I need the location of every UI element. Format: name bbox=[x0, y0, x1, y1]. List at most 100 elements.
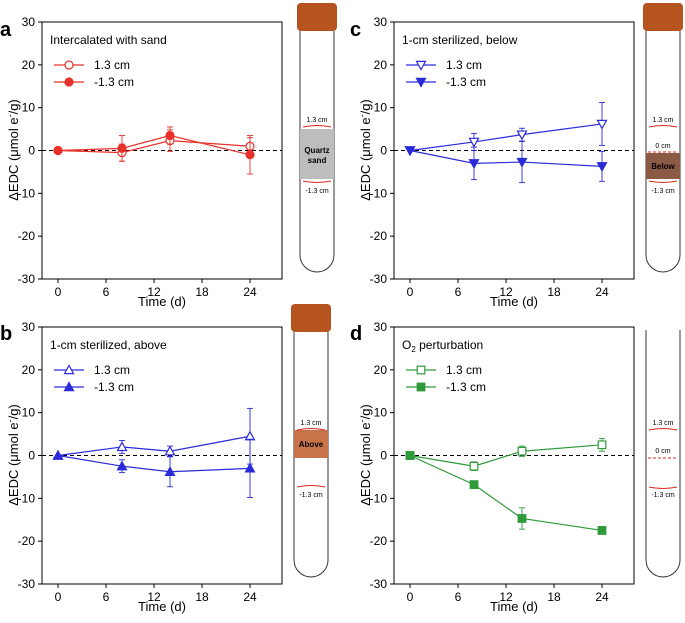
x-tick-label-c: 6 bbox=[455, 285, 462, 299]
data-point-b-1 bbox=[244, 462, 256, 473]
y-tick-label-b: -20 bbox=[18, 534, 36, 548]
y-tick-label-d: -10 bbox=[370, 491, 388, 505]
y-tick-label-b: -30 bbox=[18, 577, 36, 591]
tube-a: Quartz sand 1.3 cm -1.3 cm bbox=[297, 3, 337, 273]
tube-top-mark-d bbox=[648, 428, 678, 431]
tube-bottom-mark-b bbox=[296, 485, 326, 488]
x-tick-label-a: 6 bbox=[103, 285, 110, 299]
tube-c: Below 1.3 cm 0 cm -1.3 cm bbox=[643, 3, 683, 273]
data-point-d-0 bbox=[597, 440, 607, 450]
tube-band-c bbox=[646, 153, 680, 179]
legend-marker-c-1 bbox=[415, 77, 427, 88]
tube-band-a bbox=[300, 129, 334, 179]
series-line-b-0 bbox=[57, 435, 251, 457]
y-tick-label-c: 30 bbox=[374, 15, 388, 29]
tube-band-b bbox=[294, 430, 328, 458]
y-tick-label-c: 0 bbox=[380, 144, 387, 158]
tube-top-label-d: 1.3 cm bbox=[652, 420, 673, 427]
tube-top-label-b: 1.3 cm bbox=[300, 420, 321, 427]
y-tick-label-c: -20 bbox=[370, 229, 388, 243]
data-point-c-1 bbox=[404, 146, 416, 157]
y-tick-label-c: -10 bbox=[370, 186, 388, 200]
x-axis-label-a: Time (d) bbox=[138, 294, 186, 309]
data-point-a-1 bbox=[53, 145, 63, 156]
legend-label-b-0: 1.3 cm bbox=[94, 363, 130, 377]
y-tick-label-b: -10 bbox=[18, 491, 36, 505]
tube-body-d bbox=[645, 330, 681, 578]
tube-top-mark-b bbox=[296, 428, 326, 431]
x-tick-label-d: 18 bbox=[547, 590, 561, 604]
x-tick-label-b: 0 bbox=[55, 590, 62, 604]
x-tick-label-b: 24 bbox=[243, 590, 257, 604]
legend-marker-a-1 bbox=[64, 77, 74, 87]
tube-bottom-label-a: -1.3 cm bbox=[305, 188, 329, 195]
y-tick-label-a: 10 bbox=[22, 101, 36, 115]
tube-b: Above 1.3 cm -1.3 cm bbox=[291, 304, 331, 578]
legend-marker-d-1 bbox=[416, 382, 426, 392]
y-tick-label-d: 10 bbox=[374, 406, 388, 420]
data-point-c-0 bbox=[596, 119, 608, 130]
x-tick-label-b: 18 bbox=[195, 590, 209, 604]
tube-cap-a bbox=[297, 3, 337, 31]
chart-title-a: Intercalated with sand bbox=[50, 33, 167, 47]
x-tick-label-c: 0 bbox=[407, 285, 414, 299]
chart-title-d: O2 perturbation bbox=[402, 338, 483, 354]
data-point-a-1 bbox=[117, 143, 127, 153]
plot-area-c: -30 -20 -10 0 10 20 30 0 6 12 18 24 1.3 cm -1.3 cm bbox=[370, 15, 634, 299]
panel-letter-b: b bbox=[0, 323, 12, 345]
y-tick-label-b: 10 bbox=[22, 406, 36, 420]
y-tick-label-a: 20 bbox=[22, 58, 36, 72]
x-tick-label-c: 18 bbox=[547, 285, 561, 299]
x-tick-label-a: 24 bbox=[243, 285, 257, 299]
series-line-c-0 bbox=[409, 123, 603, 152]
y-tick-label-b: 30 bbox=[22, 320, 36, 334]
x-tick-label-d: 0 bbox=[407, 590, 414, 604]
series-line-b-1 bbox=[57, 454, 251, 473]
y-tick-label-a: -20 bbox=[18, 229, 36, 243]
data-point-c-0 bbox=[516, 130, 528, 141]
y-tick-label-d: 30 bbox=[374, 320, 388, 334]
y-axis-label-b: ΔEDC (μmol e-/g) bbox=[5, 404, 21, 506]
x-axis-label-d: Time (d) bbox=[490, 599, 538, 614]
legend-marker-a-0 bbox=[64, 60, 74, 70]
series-line-d-0 bbox=[409, 444, 603, 467]
chart-title-b: 1-cm sterilized, above bbox=[50, 338, 167, 352]
tube-bottom-label-b: -1.3 cm bbox=[299, 492, 323, 499]
x-tick-label-d: 6 bbox=[455, 590, 462, 604]
y-tick-label-c: 20 bbox=[374, 58, 388, 72]
tube-d: 1.3 cm 0 cm -1.3 cm bbox=[645, 330, 681, 578]
legend-marker-b-0 bbox=[63, 364, 75, 375]
y-axis-label-c: ΔEDC (μmol e-/g) bbox=[357, 99, 373, 201]
x-axis-label-c: Time (d) bbox=[490, 294, 538, 309]
chart-title-c: 1-cm sterilized, below bbox=[402, 33, 518, 47]
data-point-b-0 bbox=[116, 441, 128, 452]
tube-band-label-a-1: Quartz bbox=[304, 146, 329, 155]
y-tick-label-a: -10 bbox=[18, 186, 36, 200]
tube-bottom-label-d: -1.3 cm bbox=[651, 492, 675, 499]
data-point-a-1 bbox=[245, 150, 255, 160]
y-tick-label-c: -30 bbox=[370, 272, 388, 286]
legend-label-b-1: -1.3 cm bbox=[94, 380, 134, 394]
x-tick-label-d: 12 bbox=[499, 590, 513, 604]
data-point-d-0 bbox=[517, 446, 527, 456]
legend-label-c-1: -1.3 cm bbox=[446, 75, 486, 89]
tube-zero-label-d: 0 cm bbox=[655, 448, 670, 455]
y-tick-label-b: 20 bbox=[22, 363, 36, 377]
plot-area-d: -30 -20 -10 0 10 20 30 0 6 12 18 24 1.3 cm -1.3 cm bbox=[370, 320, 634, 604]
x-axis-label-b: Time (d) bbox=[138, 599, 186, 614]
tube-band-label-b: Above bbox=[299, 440, 324, 449]
data-point-b-1 bbox=[52, 449, 64, 460]
x-tick-label-c: 24 bbox=[595, 285, 609, 299]
x-tick-label-a: 0 bbox=[55, 285, 62, 299]
legend-label-c-0: 1.3 cm bbox=[446, 58, 482, 72]
data-point-d-1 bbox=[469, 480, 479, 490]
y-tick-label-a: 0 bbox=[28, 144, 35, 158]
x-tick-label-b: 12 bbox=[147, 590, 161, 604]
legend-marker-d-0 bbox=[416, 365, 426, 375]
data-point-c-1 bbox=[516, 157, 528, 168]
x-tick-label-c: 12 bbox=[499, 285, 513, 299]
